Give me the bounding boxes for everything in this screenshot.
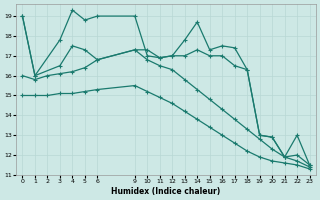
X-axis label: Humidex (Indice chaleur): Humidex (Indice chaleur): [111, 187, 221, 196]
